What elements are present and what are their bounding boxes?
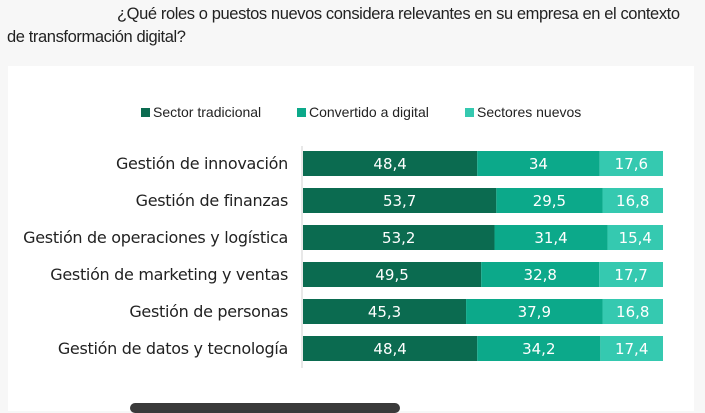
- bar-segment: [303, 225, 495, 250]
- bar-segment: [303, 188, 497, 213]
- data-label: 49,5: [375, 266, 408, 284]
- data-label: 16,8: [616, 192, 649, 210]
- bar-segment: [599, 262, 663, 287]
- legend-swatch-0: [141, 108, 150, 117]
- data-label: 17,4: [615, 340, 648, 358]
- legend-label-1: Convertido a digital: [309, 104, 429, 120]
- data-label: 15,4: [619, 229, 652, 247]
- category-label: Gestión de personas: [129, 302, 288, 321]
- bar-segment: [303, 336, 478, 361]
- bar-segment: [477, 336, 601, 361]
- legend-label-2: Sectores nuevos: [477, 104, 581, 120]
- bar-segment: [303, 299, 467, 324]
- bar-segment: [477, 151, 600, 176]
- bar-segment: [303, 262, 482, 287]
- bar-segment: [303, 151, 478, 176]
- bottom-button[interactable]: [130, 403, 400, 413]
- data-label: 32,8: [524, 266, 557, 284]
- bar-segment: [599, 151, 663, 176]
- data-label: 37,9: [518, 303, 551, 321]
- category-label: Gestión de innovación: [116, 154, 288, 173]
- question-title: ¿Qué roles o puestos nuevos considera re…: [7, 5, 680, 46]
- category-label: Gestión de finanzas: [136, 191, 288, 210]
- bar-segment: [600, 336, 663, 361]
- data-label: 53,2: [382, 229, 415, 247]
- data-label: 48,4: [373, 340, 406, 358]
- bar-segment: [496, 188, 603, 213]
- category-label: Gestión de marketing y ventas: [50, 265, 288, 284]
- category-label: Gestión de datos y tecnología: [58, 339, 288, 358]
- data-label: 31,4: [534, 229, 567, 247]
- bar-segment: [481, 262, 600, 287]
- legend-swatch-1: [297, 108, 306, 117]
- bar-segment: [602, 188, 663, 213]
- legend-label-0: Sector tradicional: [153, 104, 261, 120]
- data-label: 34,2: [522, 340, 555, 358]
- data-label: 17,6: [615, 155, 648, 173]
- data-label: 29,5: [533, 192, 566, 210]
- data-label: 34: [529, 155, 548, 173]
- data-label: 17,7: [614, 266, 647, 284]
- category-label: Gestión de operaciones y logística: [23, 228, 288, 247]
- bar-segment: [494, 225, 608, 250]
- legend-swatch-2: [465, 108, 474, 117]
- bar-segment: [466, 299, 603, 324]
- data-label: 45,3: [368, 303, 401, 321]
- bar-segment: [602, 299, 663, 324]
- data-label: 53,7: [383, 192, 416, 210]
- bar-segment: [607, 225, 663, 250]
- data-label: 16,8: [616, 303, 649, 321]
- data-label: 48,4: [373, 155, 406, 173]
